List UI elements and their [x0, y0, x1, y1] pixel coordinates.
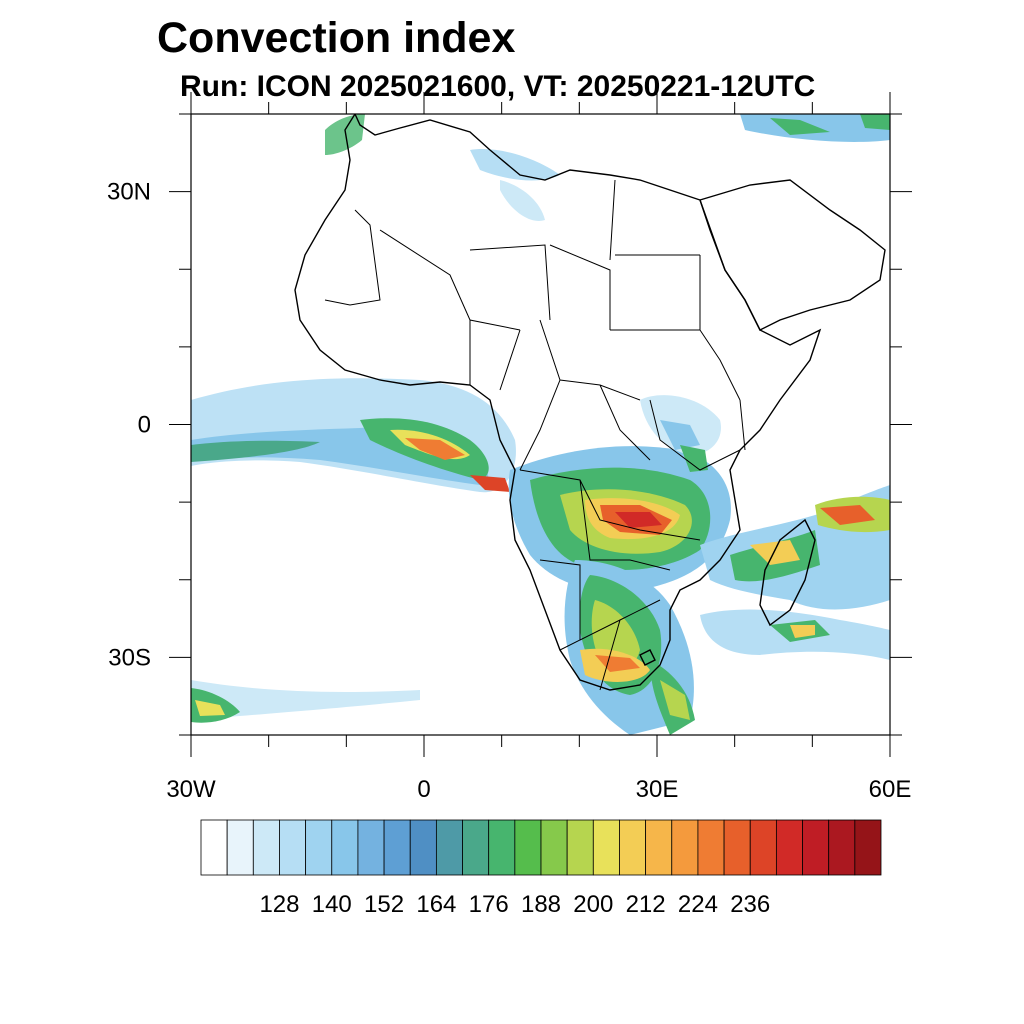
- colorbar-swatch: [619, 819, 647, 876]
- lon-tick-label: 60E: [869, 776, 912, 803]
- colorbar-swatch: [462, 819, 490, 876]
- colorbar-swatch: [854, 819, 882, 876]
- colorbar-label: 140: [312, 891, 352, 918]
- colorbar-swatch: [540, 819, 568, 876]
- colorbar-swatch: [566, 819, 594, 876]
- lat-tick-label: 0: [138, 412, 151, 439]
- colorbar-swatch: [592, 819, 620, 876]
- colorbar-swatch: [409, 819, 437, 876]
- colorbar-label: 188: [521, 891, 561, 918]
- colorbar-label: 212: [626, 891, 666, 918]
- colorbar-swatch: [802, 819, 830, 876]
- colorbar-label: 152: [364, 891, 404, 918]
- colorbar-swatch: [723, 819, 751, 876]
- lon-tick-label: 0: [417, 776, 430, 803]
- country-borders: [324, 179, 746, 691]
- colorbar-swatch: [252, 819, 280, 876]
- colorbar-swatch: [671, 819, 699, 876]
- colorbar-swatch: [305, 819, 333, 876]
- convection-field: [191, 114, 890, 735]
- lon-tick-label: 30W: [166, 776, 216, 803]
- colorbar-label: 128: [259, 891, 299, 918]
- colorbar-swatch: [775, 819, 803, 876]
- colorbar-swatch: [514, 819, 542, 876]
- colorbar: 128 140 152 164 176 188 200 212 224 236: [200, 819, 882, 918]
- colorbar-swatch: [279, 819, 307, 876]
- lat-tick-label: 30N: [107, 179, 151, 206]
- colorbar-label: 200: [573, 891, 613, 918]
- colorbar-swatch: [383, 819, 411, 876]
- map-title: Convection index: [157, 14, 516, 62]
- colorbar-swatch: [828, 819, 856, 876]
- map-subtitle: Run: ICON 2025021600, VT: 20250221-12UTC: [180, 70, 816, 103]
- colorbar-label: 224: [678, 891, 718, 918]
- colorbar-label: 236: [730, 891, 770, 918]
- colorbar-swatch: [749, 819, 777, 876]
- colorbar-label: 164: [416, 891, 456, 918]
- colorbar-swatch: [357, 819, 385, 876]
- colorbar-swatch: [488, 819, 516, 876]
- colorbar-swatch: [331, 819, 359, 876]
- colorbar-swatch: [200, 819, 228, 876]
- colorbar-label: 176: [469, 891, 509, 918]
- colorbar-swatch: [645, 819, 673, 876]
- colorbar-swatch: [226, 819, 254, 876]
- lat-tick-label: 30S: [108, 644, 151, 671]
- coastlines: [294, 114, 886, 691]
- lon-tick-label: 30E: [636, 776, 679, 803]
- colorbar-swatch: [435, 819, 463, 876]
- colorbar-swatch: [697, 819, 725, 876]
- map-axes: 30N 0 30S 30W 0 30E 60E: [107, 92, 912, 803]
